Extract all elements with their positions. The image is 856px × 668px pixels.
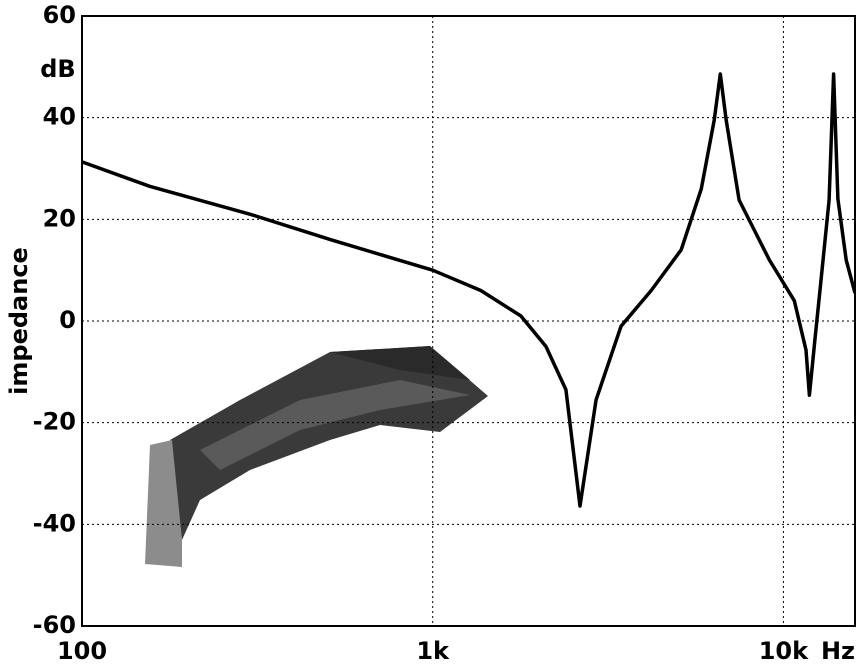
- x-tick-label: 10k: [759, 637, 809, 665]
- x-unit: Hz: [821, 637, 855, 665]
- x-tick-label: 100: [57, 637, 107, 665]
- y-tick-label: -20: [33, 408, 76, 436]
- y-tick-label: 60: [43, 1, 76, 29]
- y-axis-label: impedance: [5, 247, 33, 395]
- y-tick-label: -60: [33, 611, 76, 639]
- vocal-tract-image: [145, 346, 488, 567]
- y-tick-label: 20: [43, 204, 76, 232]
- y-tick-label: 40: [43, 103, 76, 131]
- y-tick-label: -40: [33, 509, 76, 537]
- y-tick-label: 0: [59, 306, 76, 334]
- y-unit: dB: [40, 55, 75, 83]
- line: [81, 72, 856, 508]
- x-tick-label: 1k: [416, 637, 450, 665]
